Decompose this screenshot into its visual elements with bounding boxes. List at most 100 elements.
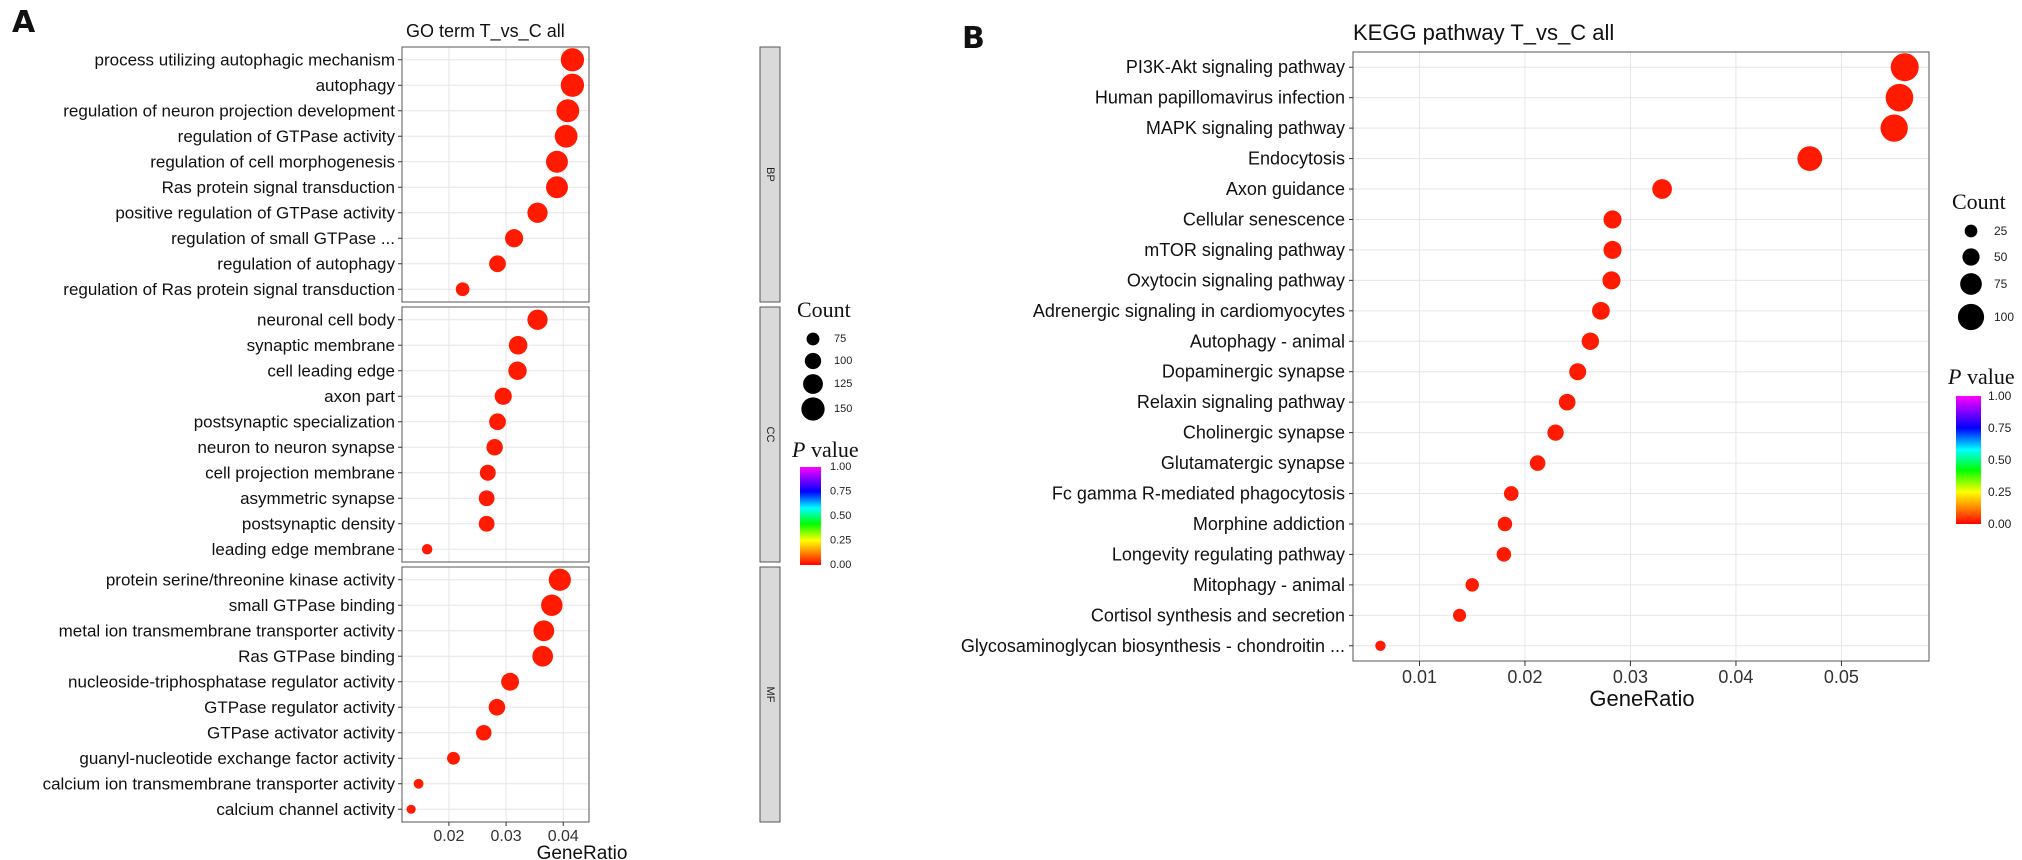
data-point xyxy=(1603,210,1622,229)
colorbar-label: 0.00 xyxy=(1988,517,2012,531)
data-point xyxy=(554,124,578,148)
facet-strip xyxy=(759,306,781,563)
y-tick-label: regulation of autophagy xyxy=(217,254,395,273)
facet-strip-label: MF xyxy=(764,687,776,703)
plot-area: PI3K-Akt signaling pathway Human papillom… xyxy=(961,51,1930,662)
legend-size-label: 100 xyxy=(834,355,852,367)
data-point xyxy=(1603,240,1622,259)
y-tick-label: axon part xyxy=(324,387,395,406)
data-point xyxy=(488,698,506,716)
panel-label: B xyxy=(962,21,985,56)
data-point xyxy=(421,543,433,555)
y-tick-label: Oxytocin signaling pathway xyxy=(1127,270,1345,290)
y-tick-label: Ras GTPase binding xyxy=(238,647,395,666)
x-tick-label: 0.03 xyxy=(1613,667,1648,687)
facet-background xyxy=(402,307,589,562)
y-tick-label: neuron to neuron synapse xyxy=(197,438,395,457)
facet-border xyxy=(401,566,590,823)
facet-strip-label: CC xyxy=(764,427,776,443)
data-point xyxy=(1497,516,1513,532)
colorbar-label: 1.00 xyxy=(1988,389,2012,403)
legend-title-italic: P xyxy=(791,437,805,462)
data-point xyxy=(1885,83,1914,112)
y-tick-label: small GTPase binding xyxy=(229,596,395,615)
data-point xyxy=(556,99,580,123)
legend-size-dot xyxy=(1960,273,1982,295)
legend-size-dot xyxy=(1962,248,1980,266)
y-tick-label: cell leading edge xyxy=(267,361,395,380)
data-point xyxy=(1529,455,1546,471)
colorbar-label: 0.50 xyxy=(830,510,851,522)
y-tick-label: Cortisol synthesis and secretion xyxy=(1091,605,1345,625)
facet-mf: MF protein serine/threonine kinase activi… xyxy=(43,566,781,823)
legend-size-dot xyxy=(801,397,825,421)
y-tick-label: Ras protein signal transduction xyxy=(162,178,395,197)
legend-title-italic: P xyxy=(1947,364,1961,389)
legend-size-label: 50 xyxy=(1994,250,2008,264)
data-point xyxy=(1592,301,1610,320)
chart-title: KEGG pathway T_vs_C all xyxy=(1353,20,1614,45)
legend-count: Count 75 100 125 150 xyxy=(797,297,852,421)
x-tick-label: 0.01 xyxy=(1402,667,1437,687)
y-tick-label: regulation of cell morphogenesis xyxy=(150,152,395,171)
data-point xyxy=(1890,53,1919,82)
data-point xyxy=(489,255,506,273)
legend-size-label: 100 xyxy=(1994,310,2014,324)
y-tick-label: Axon guidance xyxy=(1226,179,1345,199)
y-tick-label: autophagy xyxy=(316,76,396,95)
x-axis-title: GeneRatio xyxy=(1589,686,1694,711)
colorbar-label: 0.50 xyxy=(1988,453,2012,467)
y-tick-label: Cellular senescence xyxy=(1183,209,1345,229)
colorbar-label: 0.75 xyxy=(830,486,851,498)
data-point xyxy=(1880,114,1908,142)
y-tick-label: Mitophagy - animal xyxy=(1193,575,1345,595)
colorbar-label: 1.00 xyxy=(830,461,851,473)
legend-size-dot xyxy=(806,332,820,346)
y-tick-label: neuronal cell body xyxy=(257,310,395,329)
data-point xyxy=(413,778,424,789)
y-tick-label: nucleoside-triphosphatase regulator acti… xyxy=(68,672,395,691)
plot-background xyxy=(1353,52,1929,661)
legend-title: Count xyxy=(1952,189,2006,214)
legend-size-dot xyxy=(1964,224,1978,238)
data-point xyxy=(560,73,585,97)
data-point xyxy=(527,309,548,330)
data-point xyxy=(486,439,503,456)
y-tick-label: regulation of GTPase activity xyxy=(178,127,396,146)
y-tick-label: Fc gamma R-mediated phagocytosis xyxy=(1052,484,1345,504)
y-tick-label: Dopaminergic synapse xyxy=(1162,362,1345,382)
legend-size-dot xyxy=(1957,303,1985,331)
y-tick-label: Endocytosis xyxy=(1248,149,1345,169)
y-tick-label: Longevity regulating pathway xyxy=(1112,544,1345,564)
data-point xyxy=(1465,578,1479,592)
y-tick-label: leading edge membrane xyxy=(212,540,395,559)
data-point xyxy=(546,176,568,199)
data-point xyxy=(494,387,512,405)
facet-strip xyxy=(759,566,781,823)
legend-size-dot xyxy=(804,352,822,370)
x-axis-title: GeneRatio xyxy=(537,843,628,860)
facet-cc: CC neuronal cell body synaptic membrane cel… xyxy=(194,306,781,563)
data-point xyxy=(1496,547,1512,562)
data-point xyxy=(527,202,548,223)
y-tick-label: postsynaptic density xyxy=(242,514,396,533)
plot-border xyxy=(1352,51,1930,662)
y-tick-label: Cholinergic synapse xyxy=(1183,423,1345,443)
facet-strip-label: BP xyxy=(764,167,776,182)
y-tick-label: calcium ion transmembrane transporter ac… xyxy=(43,774,396,793)
data-point xyxy=(1581,332,1600,350)
data-point xyxy=(546,150,568,173)
facet-border xyxy=(401,306,590,563)
y-tick-label: calcium channel activity xyxy=(216,800,395,819)
y-tick-label: Autophagy - animal xyxy=(1190,331,1345,351)
legend-title-rest: value xyxy=(1961,364,2014,389)
x-tick-label: 0.02 xyxy=(433,828,464,845)
y-tick-label: synaptic membrane xyxy=(247,336,395,355)
x-tick-label: 0.04 xyxy=(1718,667,1753,687)
x-tick-label: 0.04 xyxy=(548,828,579,845)
data-point xyxy=(406,804,416,814)
data-point xyxy=(447,751,460,765)
y-tick-label: Relaxin signaling pathway xyxy=(1137,392,1345,412)
